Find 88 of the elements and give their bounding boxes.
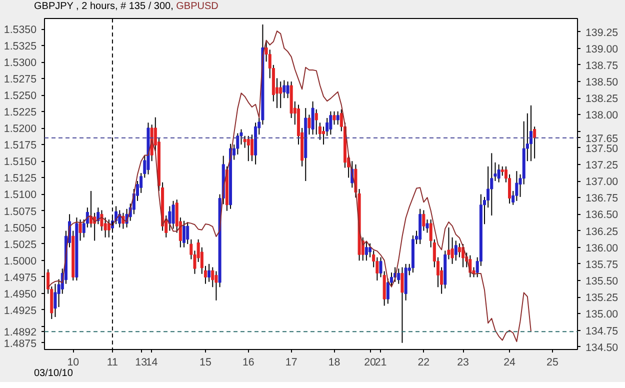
y2-tick-label: 134.50 bbox=[586, 342, 618, 354]
candlestick bbox=[250, 134, 254, 162]
candlestick bbox=[529, 104, 532, 162]
candlestick bbox=[454, 240, 458, 262]
ref-line-label: 1.4892 bbox=[4, 326, 37, 339]
y-tick-label: 1.5025 bbox=[4, 238, 37, 251]
y2-tick-label: 136.50 bbox=[586, 209, 618, 222]
candlestick bbox=[500, 166, 504, 176]
y2-tick-label: 139.00 bbox=[586, 43, 618, 56]
x-tick-label: 14 bbox=[146, 356, 158, 368]
x-tick-label: 17 bbox=[285, 356, 298, 368]
candlestick bbox=[364, 242, 368, 262]
candlestick bbox=[279, 81, 282, 109]
text: 03/10/10 bbox=[34, 368, 73, 380]
y2-tick-label: 138.75 bbox=[586, 60, 618, 72]
candlestick bbox=[336, 110, 340, 126]
candlestick bbox=[329, 110, 332, 136]
y2-tick-label: 137.00 bbox=[586, 176, 618, 188]
y-tick-label: 1.4975 bbox=[4, 272, 37, 284]
y-tick-label: 1.4950 bbox=[4, 288, 37, 300]
candlestick bbox=[308, 114, 311, 136]
y-tick-label: 1.5200 bbox=[4, 123, 37, 136]
chart-title: GBPJPY , 2 hours, # 135 / 300, bbox=[34, 1, 174, 12]
y-tick-label: 1.5300 bbox=[4, 57, 37, 70]
y-tick-label: 1.5125 bbox=[4, 172, 37, 185]
y2-tick-label: 137.25 bbox=[586, 159, 618, 172]
x-tick-label: 16 bbox=[242, 356, 254, 368]
candlestick bbox=[186, 222, 190, 245]
candlestick bbox=[78, 218, 82, 242]
candlestick bbox=[172, 200, 175, 230]
y-tick-label: 1.5225 bbox=[4, 106, 37, 119]
candlestick bbox=[332, 110, 336, 126]
candlestick bbox=[208, 263, 211, 282]
y-tick-label: 1.5350 bbox=[4, 24, 37, 36]
line-series bbox=[48, 30, 532, 342]
y2-tick-label: 135.25 bbox=[586, 292, 618, 304]
y-tick-label: 1.5050 bbox=[4, 222, 37, 234]
y-tick-label: 1.5150 bbox=[4, 156, 37, 168]
candlestick bbox=[468, 254, 472, 278]
y2-tick-label: 135.50 bbox=[586, 276, 618, 288]
y2-tick-label: 139.25 bbox=[586, 26, 618, 39]
candlestick bbox=[314, 108, 318, 136]
x-tick-label: 23 bbox=[457, 356, 470, 368]
y-tick-label: 1.4925 bbox=[4, 304, 37, 317]
y2-tick-label: 136.25 bbox=[586, 226, 618, 238]
candlestick bbox=[246, 135, 250, 162]
x-tick-label: 22 bbox=[418, 356, 430, 368]
y2-tick-label: 137.50 bbox=[586, 142, 618, 155]
y2-tick-label: 138.50 bbox=[586, 76, 618, 89]
y2-tick-label: 136.00 bbox=[586, 242, 618, 254]
x-tick-label: 21 bbox=[374, 356, 387, 368]
candlestick bbox=[311, 100, 314, 136]
y2-tick-label: 134.75 bbox=[586, 325, 618, 338]
candlestick bbox=[462, 244, 465, 268]
y-tick-label: 1.5000 bbox=[4, 255, 37, 268]
y-tick-label: 1.5325 bbox=[4, 40, 37, 53]
candlestick bbox=[214, 270, 218, 301]
x-tick-label: 15 bbox=[200, 356, 212, 368]
candlestick bbox=[490, 152, 494, 216]
candlestick bbox=[515, 170, 518, 202]
y2-tick-label: 138.25 bbox=[586, 93, 618, 106]
x-tick-label: 11 bbox=[106, 356, 118, 368]
x-tick-label: 18 bbox=[328, 356, 340, 368]
candlestick bbox=[422, 210, 426, 232]
x-tick-label: 10 bbox=[67, 356, 80, 368]
candlestick bbox=[182, 220, 186, 248]
x-tick-label: 24 bbox=[504, 356, 516, 368]
candlestick bbox=[497, 164, 500, 183]
y-tick-label: 1.5100 bbox=[4, 189, 37, 202]
y2-tick-label: 136.75 bbox=[586, 192, 618, 205]
x-tick-label: 25 bbox=[546, 356, 558, 368]
y-tick-label: 1.4875 bbox=[4, 338, 37, 350]
y-tick-label: 1.5275 bbox=[4, 74, 37, 86]
candlestick bbox=[286, 81, 290, 99]
candlestick bbox=[400, 266, 404, 344]
candlestick bbox=[458, 242, 461, 258]
y2-tick-label: 138.00 bbox=[586, 110, 618, 122]
y-tick-label: 1.5250 bbox=[4, 90, 37, 102]
x-tick-label: 20 bbox=[364, 356, 376, 368]
text: GBPUSD bbox=[176, 1, 218, 12]
y-tick-label: 1.5175 bbox=[4, 140, 37, 152]
y2-tick-label: 135.75 bbox=[586, 258, 618, 271]
ref-line-label: 137.65 bbox=[586, 132, 618, 145]
candlestick bbox=[397, 268, 400, 284]
y-tick-label: 1.5075 bbox=[4, 206, 37, 218]
x-tick-label: 13 bbox=[135, 356, 148, 368]
candlestick bbox=[54, 283, 57, 318]
y2-tick-label: 135.00 bbox=[586, 308, 618, 321]
